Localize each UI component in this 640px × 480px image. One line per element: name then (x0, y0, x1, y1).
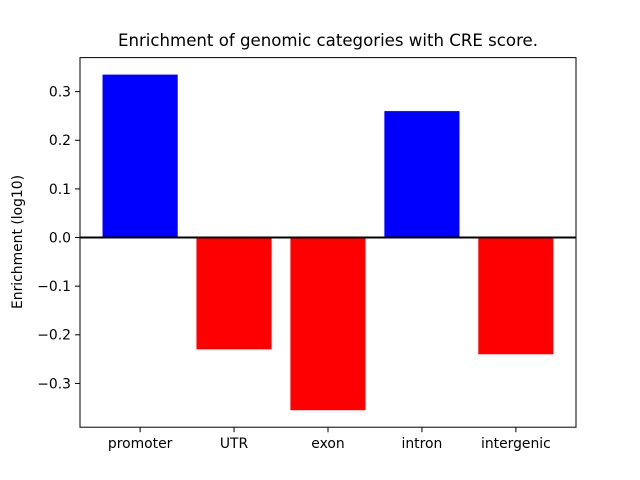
x-tick-label-intron: intron (402, 436, 443, 452)
x-tick-label-exon: exon (311, 436, 344, 452)
x-tick-label-UTR: UTR (220, 436, 249, 452)
bar-UTR (196, 237, 272, 350)
y-tick-label: 0.1 (49, 182, 71, 198)
y-tick-label: 0.2 (49, 133, 71, 149)
x-tick-label-intergenic: intergenic (481, 436, 551, 452)
bar-intergenic (478, 237, 554, 355)
y-tick-label: 0.0 (49, 230, 71, 246)
y-axis-label: Enrichment (log10) (10, 174, 26, 310)
y-tick-label: −0.3 (37, 376, 71, 392)
bar-promoter (102, 74, 178, 238)
bar-intron (384, 111, 460, 238)
bar-exon (290, 237, 366, 411)
y-tick-label: 0.3 (49, 85, 71, 101)
x-tick-label-promoter: promoter (108, 436, 173, 452)
y-tick-label: −0.1 (37, 279, 71, 295)
chart-title: Enrichment of genomic categories with CR… (117, 31, 539, 50)
y-tick-label: −0.2 (37, 328, 71, 344)
